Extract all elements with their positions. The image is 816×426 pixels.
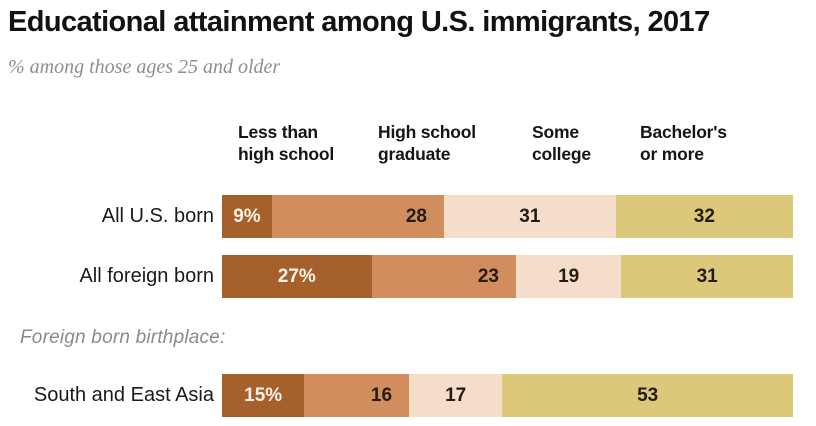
row-label: All foreign born	[79, 265, 214, 287]
segment-value: 19	[558, 265, 580, 287]
column-header-some-college: Some college	[532, 122, 591, 164]
segment-bachelors-or-more: 32	[615, 195, 793, 238]
row-label: All U.S. born	[101, 205, 214, 227]
segment-value: 28	[405, 205, 427, 227]
bar-row-all-us-born: All U.S. born 9% 28 31 32	[0, 195, 793, 238]
stacked-bar: 9% 28 31 32	[222, 195, 793, 238]
segment-less-than-high-school: 15%	[222, 374, 305, 417]
chart-subtitle: % among those ages 25 and older	[8, 56, 281, 78]
segment-some-college: 17	[409, 374, 503, 417]
section-label-foreign-born-birthplace: Foreign born birthplace:	[20, 327, 226, 348]
segment-value: 32	[693, 205, 715, 227]
segment-value: 9%	[233, 205, 261, 227]
bar-row-all-foreign-born: All foreign born 27% 23 19 31	[0, 255, 793, 298]
bar-row-south-and-east-asia: South and East Asia 15% 16 17 53	[0, 374, 794, 417]
segment-some-college: 19	[516, 255, 622, 298]
segment-high-school-graduate: 16	[304, 374, 410, 417]
segment-bachelors-or-more: 31	[621, 255, 793, 298]
column-header-bachelors-or-more: Bachelor's or more	[640, 122, 727, 164]
column-header-less-than-high-school: Less than high school	[238, 122, 334, 164]
segment-bachelors-or-more: 53	[502, 374, 794, 417]
segment-high-school-graduate: 28	[271, 195, 444, 238]
segment-value: 23	[477, 265, 499, 287]
segment-value: 31	[696, 265, 718, 287]
segment-value: 15%	[244, 384, 283, 406]
segment-value: 16	[370, 384, 393, 406]
segment-value: 27%	[277, 265, 316, 287]
segment-less-than-high-school: 27%	[222, 255, 372, 298]
segment-less-than-high-school: 9%	[222, 195, 272, 238]
segment-value: 17	[445, 384, 467, 406]
segment-value: 31	[519, 205, 541, 227]
stacked-bar: 27% 23 19 31	[222, 255, 793, 298]
segment-some-college: 31	[443, 195, 616, 238]
row-label: South and East Asia	[33, 384, 214, 406]
segment-value: 53	[637, 384, 659, 406]
chart-title: Educational attainment among U.S. immigr…	[8, 6, 710, 38]
stacked-bar: 15% 16 17 53	[222, 374, 794, 417]
segment-high-school-graduate: 23	[371, 255, 516, 298]
column-header-high-school-graduate: High school graduate	[378, 122, 476, 164]
